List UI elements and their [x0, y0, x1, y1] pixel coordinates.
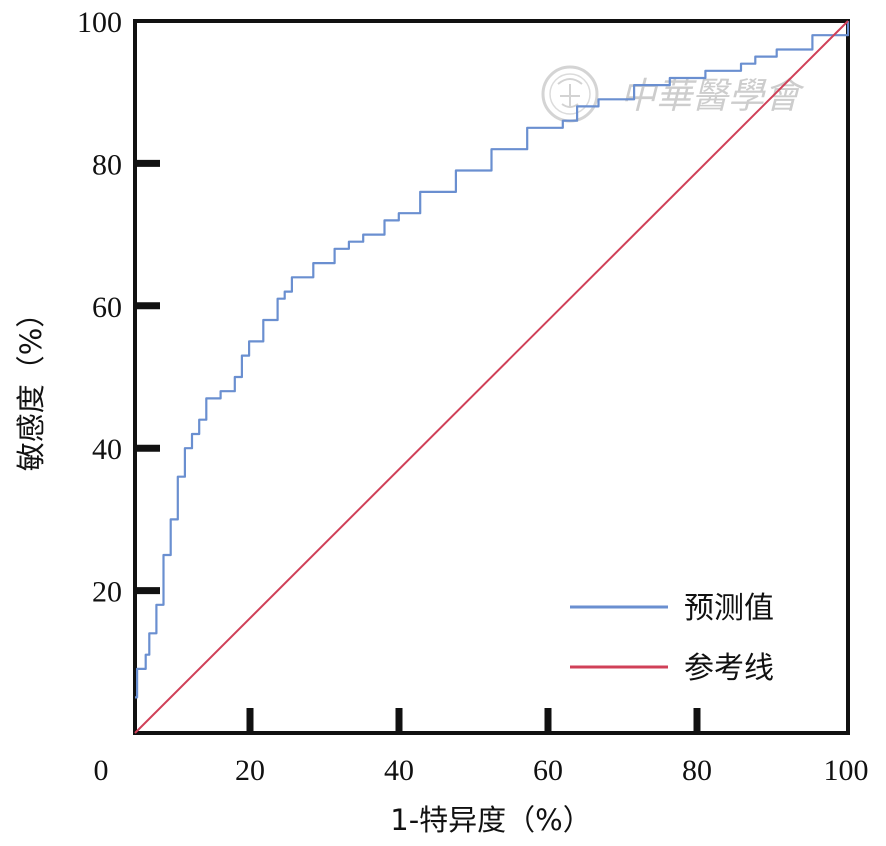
y-tick-label: 40	[92, 433, 122, 466]
watermark-text: 中華醫學會	[620, 76, 805, 117]
x-tick-label: 0	[94, 754, 109, 787]
tick-marks	[135, 159, 701, 733]
series-line-reference	[134, 20, 849, 734]
y-tick-label: 80	[92, 148, 122, 181]
y-tick-label: 100	[77, 6, 122, 39]
legend-label-predicted: 预测值	[684, 591, 774, 626]
x-tick-label: 100	[824, 754, 869, 787]
series-line-predicted	[135, 21, 850, 699]
x-tick-label: 80	[682, 754, 712, 787]
series-layer	[134, 20, 850, 734]
plot-frame	[133, 19, 850, 735]
y-axis-title: 敏感度（%）	[14, 299, 48, 472]
x-axis-title: 1-特异度（%）	[390, 803, 591, 837]
x-tick-label: 60	[533, 754, 563, 787]
association-seal	[541, 65, 599, 123]
x-tick-label: 20	[235, 754, 265, 787]
legend-label-reference: 参考线	[684, 651, 774, 686]
legend: 预测值 参考线	[570, 591, 774, 686]
tick-labels: 20 40 60 80 100 0 20 40 60 80 100	[77, 6, 869, 787]
y-tick-label: 60	[92, 291, 122, 324]
watermark: 中華醫學會	[541, 65, 805, 123]
x-tick-label: 40	[384, 754, 414, 787]
y-tick-label: 20	[92, 576, 122, 609]
